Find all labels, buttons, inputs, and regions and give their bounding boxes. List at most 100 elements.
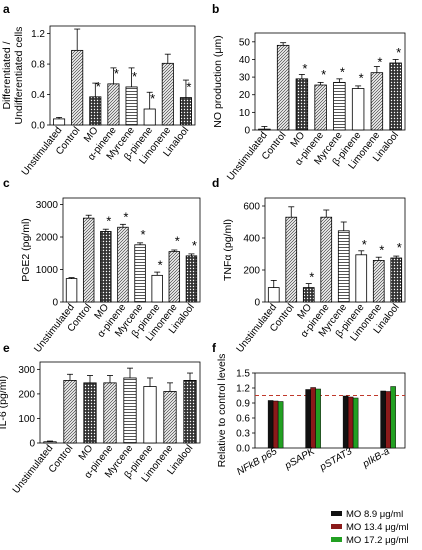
- y-axis-label: NO production (μm): [212, 35, 224, 127]
- bar: [302, 287, 315, 303]
- y-tick-label: 600: [243, 202, 260, 213]
- y-axis-label: IL-6 (pg/ml): [0, 376, 9, 430]
- significance-star: *: [175, 234, 180, 249]
- bar: [179, 97, 192, 126]
- panel-a: a 0.0 0.4 0.8 1.2 Differentiated /Undifferent…: [1, 2, 196, 178]
- significance-star: *: [186, 80, 191, 95]
- plot-frame: [254, 372, 406, 449]
- bar: [107, 83, 120, 126]
- bar: [389, 62, 402, 131]
- bar: [103, 382, 117, 444]
- significance-star: *: [397, 240, 402, 255]
- y-axis-label: PGE2 (pg/ml): [20, 218, 32, 282]
- panel-letter: f: [212, 341, 217, 355]
- y-tick-label: 10: [239, 108, 251, 119]
- y-tick-label: 0.3: [236, 429, 250, 440]
- y-tick-label: 50: [239, 37, 251, 48]
- y-tick-label: 0.4: [31, 90, 45, 101]
- bar: [151, 274, 163, 303]
- significance-star: *: [106, 213, 111, 228]
- y-tick-label: 1000: [36, 265, 59, 276]
- panel-letter: d: [212, 176, 219, 190]
- bar: [117, 226, 129, 303]
- bar: [89, 96, 102, 126]
- y-tick-label: 100: [18, 414, 35, 425]
- y-axis-label: Relative to control levels: [216, 354, 228, 468]
- bar: [168, 251, 181, 303]
- y-tick-label: 3000: [36, 200, 59, 211]
- y-axis-label: TNFα (pg/ml): [222, 219, 234, 281]
- bar: [100, 231, 112, 303]
- bar: [385, 391, 391, 449]
- plot-frame: [62, 197, 201, 303]
- bar: [295, 78, 309, 131]
- y-tick-label: 30: [239, 73, 251, 84]
- panel-letter: e: [3, 341, 10, 355]
- bar: [370, 72, 384, 131]
- bar: [125, 86, 138, 126]
- significance-star: *: [396, 45, 401, 60]
- bar: [372, 259, 385, 303]
- bar: [355, 254, 368, 303]
- bar: [347, 396, 354, 449]
- bar: [71, 49, 84, 126]
- y-tick-label: 200: [18, 389, 35, 400]
- plot-frame: [254, 32, 406, 131]
- significance-star: *: [340, 64, 345, 79]
- legend-swatch: [331, 537, 342, 542]
- significance-star: *: [150, 91, 155, 106]
- bar: [315, 388, 321, 449]
- significance-star: *: [114, 66, 119, 81]
- plot-frame: [49, 25, 196, 126]
- y-tick-label: 1.2: [31, 29, 45, 40]
- significance-star: *: [141, 227, 146, 242]
- y-tick-label: 0.9: [236, 399, 250, 410]
- bar: [83, 382, 97, 444]
- plot-frame: [39, 361, 201, 444]
- bar: [65, 278, 78, 303]
- y-tick-label: 0.0: [236, 444, 250, 455]
- bar: [390, 386, 396, 449]
- bar: [305, 389, 311, 449]
- bar: [314, 84, 327, 131]
- y-tick-label: 1.2: [236, 384, 250, 395]
- bar: [342, 395, 349, 449]
- y-axis-label: Differentiated /Undifferentiated cells: [1, 27, 25, 125]
- significance-star: *: [362, 237, 367, 252]
- y-tick-label: 0: [29, 439, 35, 450]
- y-tick-label: 0.6: [236, 414, 250, 425]
- bar: [267, 400, 274, 449]
- bar: [267, 287, 280, 303]
- y-tick-label: 20: [239, 90, 251, 101]
- significance-star: *: [96, 79, 101, 94]
- bar: [143, 386, 157, 444]
- significance-star: *: [123, 209, 128, 224]
- y-tick-label: 200: [243, 266, 260, 277]
- significance-star: *: [158, 257, 163, 272]
- bar: [272, 400, 279, 449]
- x-tick-label: pSAPK: [282, 445, 317, 472]
- bar: [63, 380, 77, 444]
- legend-label: MO 13.4 μg/ml: [346, 522, 409, 533]
- bar: [161, 62, 174, 126]
- bar: [276, 44, 290, 131]
- y-tick-label: 2000: [36, 233, 59, 244]
- y-tick-label: 0.0: [31, 121, 45, 132]
- bar: [380, 390, 386, 449]
- y-tick-label: 40: [239, 55, 251, 66]
- significance-star: *: [302, 61, 307, 76]
- bar: [352, 397, 359, 449]
- bar: [143, 108, 156, 126]
- x-tick-label: pSTAT3: [317, 446, 354, 474]
- bar: [337, 230, 350, 303]
- bar: [277, 401, 284, 449]
- bar: [351, 88, 365, 131]
- y-tick-label: 0.8: [31, 60, 45, 71]
- bar: [53, 118, 66, 126]
- y-tick-label: 0: [52, 298, 58, 309]
- y-tick-label: 400: [243, 234, 260, 245]
